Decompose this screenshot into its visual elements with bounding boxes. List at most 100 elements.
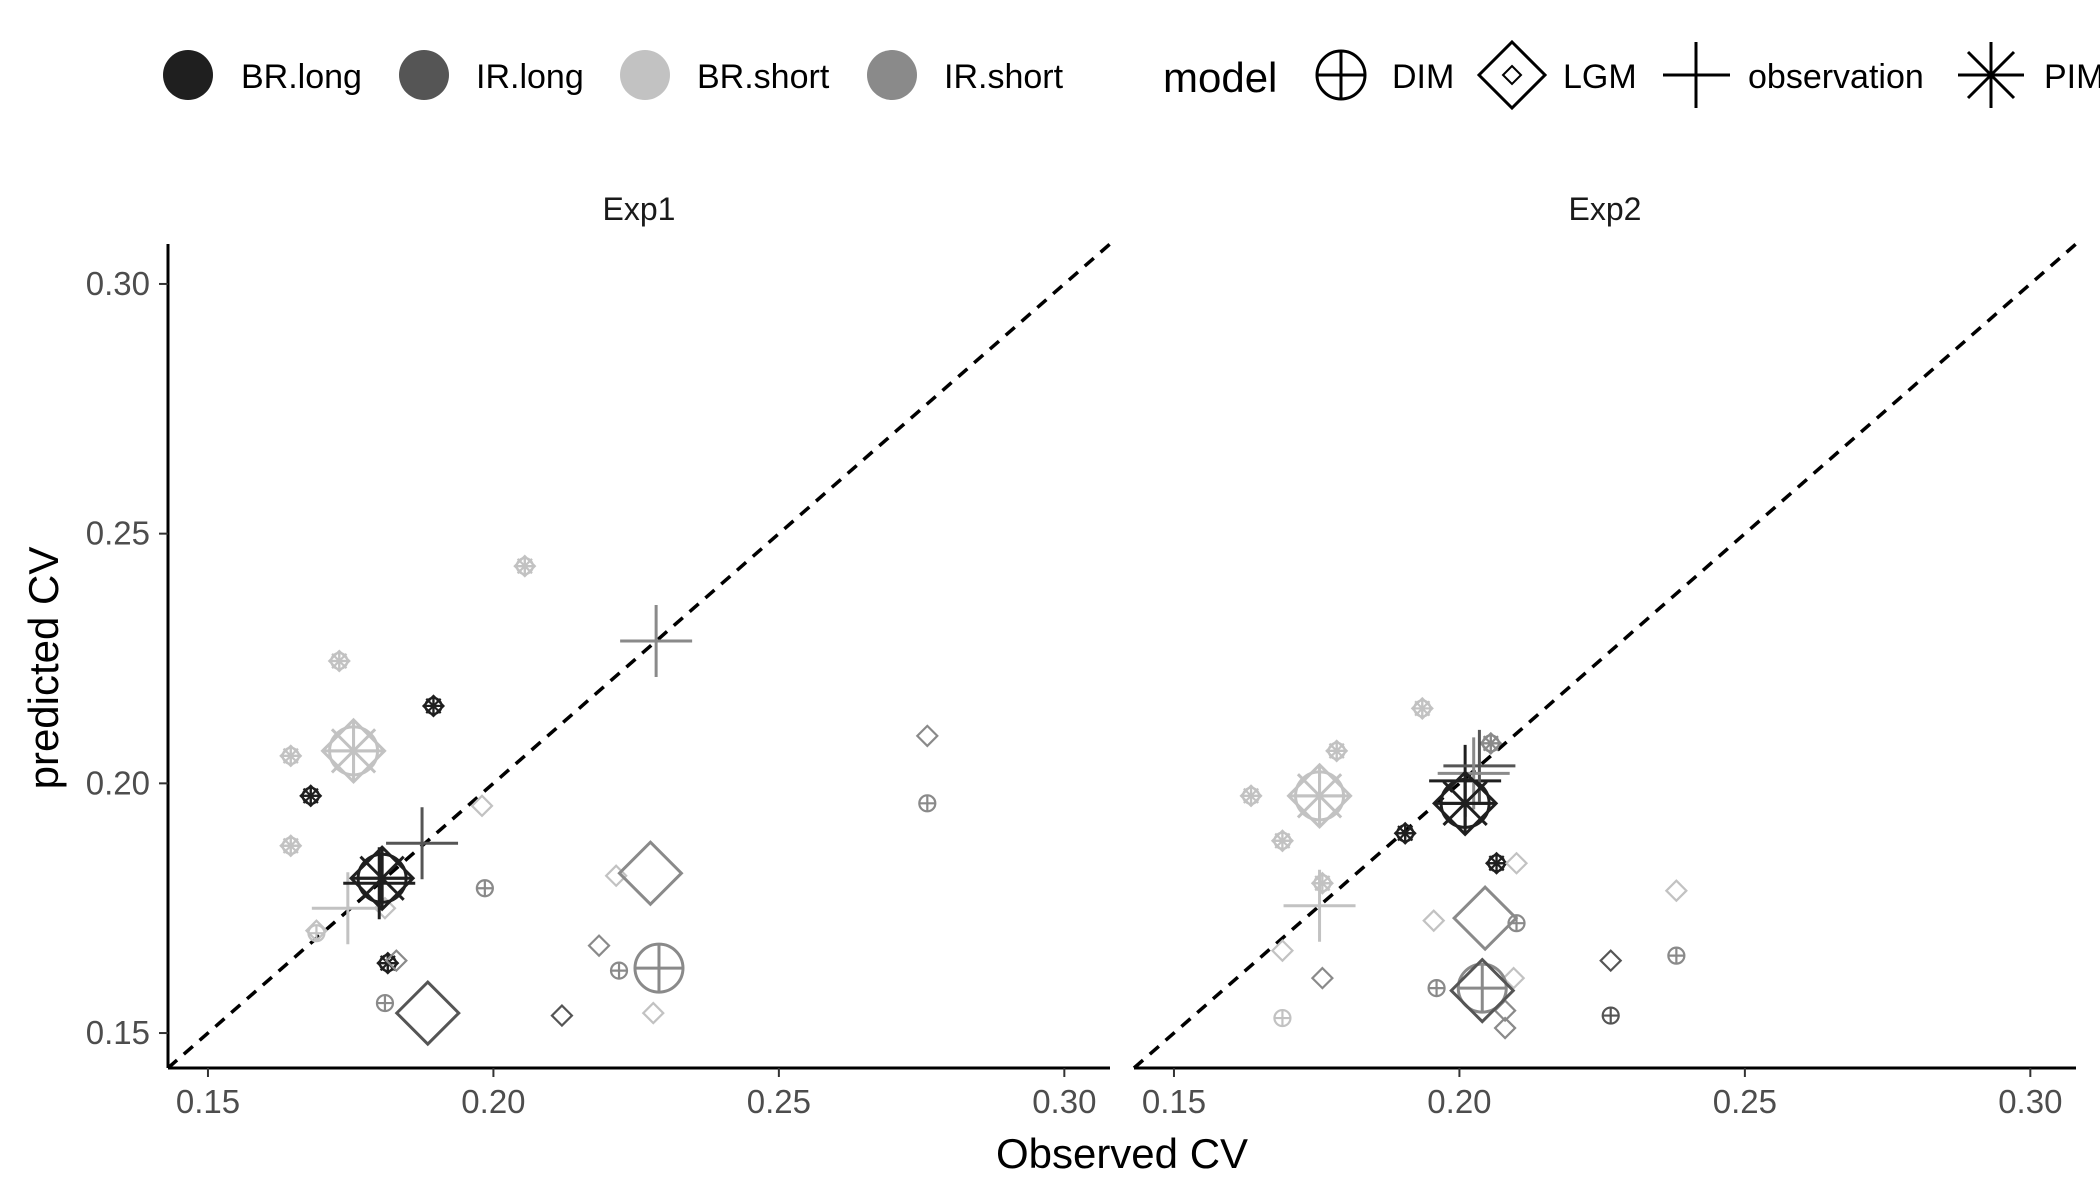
point-lgm-br-short bbox=[1286, 762, 1353, 829]
legend-swatch-ir-short bbox=[867, 50, 917, 100]
legend-label-dim: DIM bbox=[1392, 58, 1454, 96]
point-pim-br-long bbox=[1395, 823, 1416, 844]
x-tick-label: 0.30 bbox=[1032, 1083, 1096, 1120]
point-lgm-br-short bbox=[641, 1001, 665, 1025]
point-pim-br-long bbox=[423, 695, 444, 716]
legend-label-br-long: BR.long bbox=[241, 58, 362, 96]
point-dim-ir-short bbox=[1456, 962, 1508, 1014]
point-lgm-ir-short bbox=[915, 724, 939, 748]
y-tick-label: 0.30 bbox=[86, 265, 150, 302]
point-lgm-br-short bbox=[1664, 879, 1688, 903]
point-pim-br-long bbox=[1486, 853, 1507, 874]
point-lgm-br-long bbox=[1432, 770, 1499, 837]
x-tick-label: 0.20 bbox=[1427, 1083, 1491, 1120]
legend-label-ir-long: IR.long bbox=[476, 58, 584, 96]
x-tick-label: 0.25 bbox=[1713, 1083, 1777, 1120]
point-observation-ir-long bbox=[386, 807, 459, 880]
point-dim-br-short bbox=[1273, 1008, 1292, 1028]
point-lgm-ir-long bbox=[1599, 949, 1623, 973]
point-pim-br-short bbox=[1412, 698, 1433, 719]
point-lgm-ir-short bbox=[1310, 966, 1334, 990]
point-lgm-br-short bbox=[470, 794, 494, 818]
y-tick-label: 0.15 bbox=[86, 1014, 150, 1051]
point-pim-br-short bbox=[1272, 830, 1293, 851]
legend-condition-br-short: BR.short bbox=[620, 50, 830, 100]
legend-swatch-br-short bbox=[620, 50, 670, 100]
point-dim-ir-long bbox=[1601, 1006, 1620, 1025]
point-lgm-ir-short bbox=[384, 949, 408, 973]
legend-title-model: model bbox=[1163, 54, 1277, 101]
point-pim-br-short bbox=[280, 835, 301, 856]
point-pim-br-short bbox=[514, 556, 535, 577]
point-pim-ir-short bbox=[1480, 733, 1501, 754]
x-tick-label: 0.25 bbox=[747, 1083, 811, 1120]
identity-line bbox=[166, 242, 1112, 1070]
identity-line bbox=[1132, 242, 2078, 1070]
legend-model-observation bbox=[1663, 42, 1730, 108]
point-lgm-br-short bbox=[604, 864, 628, 888]
legend-condition-br-long: BR.long bbox=[163, 50, 362, 100]
point-pim-br-long bbox=[352, 848, 413, 909]
legend-label-observation: observation bbox=[1748, 58, 1924, 96]
point-dim-ir-short bbox=[1667, 946, 1686, 965]
legend-swatch-ir-long bbox=[399, 50, 449, 100]
point-lgm-br-long bbox=[348, 845, 416, 912]
point-lgm-ir-short bbox=[617, 840, 684, 907]
panel-title-exp1: Exp1 bbox=[603, 191, 676, 227]
point-lgm-ir-long bbox=[550, 1004, 574, 1028]
point-observation-br-short bbox=[1283, 869, 1356, 942]
point-pim-br-short bbox=[1326, 740, 1347, 761]
point-observation-ir-short bbox=[1437, 737, 1510, 810]
point-pim-br-short bbox=[1241, 785, 1262, 806]
lgm-icon bbox=[1476, 39, 1548, 111]
point-lgm-br-short bbox=[1422, 909, 1446, 933]
legend-model-pim bbox=[1958, 42, 2024, 108]
point-lgm-br-short bbox=[320, 717, 387, 785]
panel-exp1-plot: 0.15 0.20 0.25 0.30 0.15 0.20 0.25 0.30 bbox=[86, 242, 1112, 1120]
point-pim-br-short bbox=[329, 650, 350, 671]
point-observation-ir-short bbox=[620, 605, 693, 678]
legend-label-lgm: LGM bbox=[1563, 58, 1637, 96]
point-lgm-br-short bbox=[1270, 939, 1294, 963]
point-pim-br-short bbox=[280, 745, 301, 766]
point-lgm-ir-short bbox=[587, 934, 611, 958]
legend-model-dim bbox=[1315, 49, 1367, 101]
point-lgm-br-short bbox=[1504, 851, 1529, 875]
panel-exp1: Exp1 0.15 0.20 0.25 0.30 0.15 0.20 0.25 0.30 bbox=[86, 191, 1112, 1120]
legend-swatch-br-long bbox=[163, 50, 213, 100]
legend-label-br-short: BR.short bbox=[697, 58, 830, 96]
legend-label-ir-short: IR.short bbox=[944, 58, 1064, 96]
point-dim-ir-short bbox=[475, 879, 494, 898]
point-pim-br-short bbox=[1289, 765, 1350, 826]
x-tick-label: 0.30 bbox=[1998, 1083, 2062, 1120]
point-dim-ir-short bbox=[609, 961, 629, 980]
point-lgm-ir-long bbox=[394, 979, 461, 1047]
legend-label-pim: PIM bbox=[2044, 58, 2100, 96]
point-dim-ir-short bbox=[1427, 978, 1446, 998]
x-tick-label: 0.15 bbox=[176, 1083, 240, 1120]
y-tick-label: 0.25 bbox=[86, 515, 150, 552]
pim-icon bbox=[1958, 42, 2024, 108]
point-dim-br-short bbox=[307, 924, 326, 943]
dim-icon bbox=[1315, 49, 1367, 101]
panel-exp2-plot: 0.15 0.20 0.25 0.30 bbox=[1132, 242, 2078, 1120]
point-dim-ir-short bbox=[375, 993, 395, 1013]
point-dim-ir-short bbox=[633, 942, 685, 994]
legend-condition-ir-long: IR.long bbox=[399, 50, 584, 100]
observation-icon bbox=[1663, 42, 1730, 108]
point-lgm-br-short bbox=[1502, 966, 1526, 990]
point-lgm-ir-short bbox=[1493, 1016, 1517, 1040]
point-pim-br-short bbox=[323, 720, 384, 781]
panel-exp2: Exp2 0.15 0.20 0.25 0.30 bbox=[1132, 191, 2078, 1120]
point-pim-br-short bbox=[1312, 873, 1333, 894]
x-axis-title: Observed CV bbox=[996, 1130, 1248, 1177]
point-pim-br-long bbox=[300, 785, 321, 806]
legend-model-lgm bbox=[1476, 39, 1548, 111]
point-lgm-ir-long bbox=[1449, 957, 1516, 1024]
legend-condition-ir-short: IR.short bbox=[867, 50, 1064, 100]
y-tick-label: 0.20 bbox=[86, 764, 150, 801]
point-lgm-ir-short bbox=[1451, 885, 1519, 952]
x-tick-label: 0.20 bbox=[461, 1083, 525, 1120]
legend: BR.long IR.long BR.short IR.short model … bbox=[163, 39, 2100, 111]
